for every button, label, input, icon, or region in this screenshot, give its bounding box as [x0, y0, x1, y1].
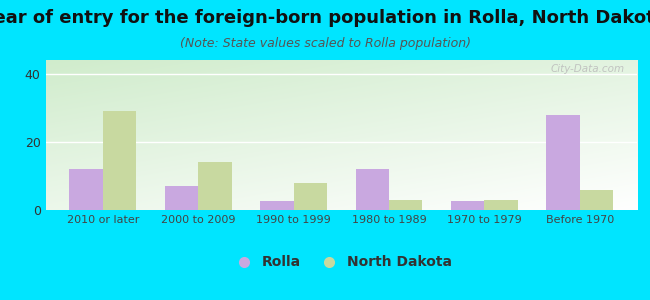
- Bar: [547, 115, 580, 210]
- Bar: [70, 169, 103, 210]
- Bar: [294, 183, 327, 210]
- Bar: [260, 202, 294, 210]
- Bar: [103, 111, 136, 210]
- Bar: [198, 162, 231, 210]
- Bar: [356, 169, 389, 210]
- Bar: [580, 190, 613, 210]
- Bar: [484, 200, 518, 210]
- Text: (Note: State values scaled to Rolla population): (Note: State values scaled to Rolla popu…: [179, 38, 471, 50]
- Bar: [389, 200, 422, 210]
- Text: Year of entry for the foreign-born population in Rolla, North Dakota: Year of entry for the foreign-born popul…: [0, 9, 650, 27]
- Legend: Rolla, North Dakota: Rolla, North Dakota: [225, 250, 458, 275]
- Text: City-Data.com: City-Data.com: [551, 64, 625, 74]
- Bar: [451, 202, 484, 210]
- Bar: [164, 186, 198, 210]
